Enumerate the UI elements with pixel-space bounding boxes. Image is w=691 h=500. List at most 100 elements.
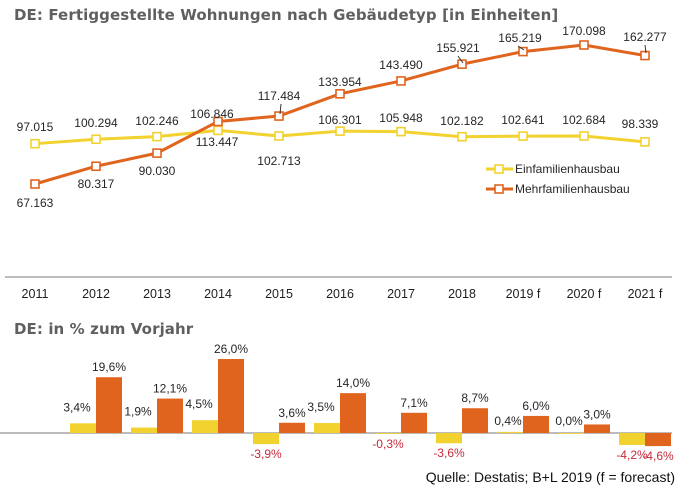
label-leader-line <box>644 44 647 54</box>
x-tick-label: 2019 f <box>506 287 541 301</box>
data-label-mehrfamilien: 117.484 <box>258 89 301 103</box>
data-label-einfamilien: 100.294 <box>74 116 118 130</box>
data-label-einfamilien: 102.684 <box>562 113 606 127</box>
data-label-mehrfamilien: 155.921 <box>436 41 480 55</box>
bar-einfamilien <box>558 433 584 434</box>
data-label-einfamilien: 102.182 <box>440 114 484 128</box>
bar-mehrfamilien <box>340 393 366 433</box>
bar-label-einfamilien: 3,5% <box>307 400 335 414</box>
bar-einfamilien <box>70 423 96 433</box>
legend-swatch-marker <box>494 164 504 174</box>
data-point-marker <box>274 131 284 141</box>
x-tick-label: 2012 <box>82 287 110 301</box>
data-point-marker <box>579 40 589 50</box>
bar-label-mehrfamilien: 3,0% <box>583 407 611 421</box>
data-label-mehrfamilien: 113.447 <box>196 135 239 149</box>
data-point-marker <box>152 148 162 158</box>
data-point-marker <box>30 138 40 149</box>
legend-swatch-marker <box>494 184 504 194</box>
data-point-marker <box>396 126 406 137</box>
x-tick-label: 2011 <box>22 287 49 301</box>
bar-mehrfamilien <box>157 398 183 433</box>
line-chart-title: DE: Fertiggestellte Wohnungen nach Gebäu… <box>14 6 559 24</box>
bar-chart-title: DE: in % zum Vorjahr <box>14 320 194 338</box>
data-label-einfamilien: 102.713 <box>257 154 301 168</box>
data-label-mehrfamilien: 90.030 <box>139 164 176 178</box>
bar-label-einfamilien: 0,4% <box>494 414 522 428</box>
data-label-einfamilien: 106.846 <box>190 107 234 121</box>
data-point-marker <box>396 76 406 86</box>
bar-mehrfamilien <box>96 377 122 433</box>
data-label-einfamilien: 102.246 <box>135 114 179 128</box>
data-label-einfamilien: 97.015 <box>17 120 54 134</box>
bar-einfamilien <box>131 427 157 433</box>
bar-label-mehrfamilien: -4,6% <box>642 449 674 463</box>
bar-label-mehrfamilien: 12,1% <box>153 382 187 396</box>
data-point-marker <box>213 125 223 136</box>
bar-mehrfamilien <box>279 422 305 433</box>
bar-einfamilien <box>375 433 401 434</box>
bar-label-einfamilien: -0,3% <box>372 437 404 451</box>
label-leader-line <box>517 45 525 51</box>
source-note: Quelle: Destatis; B+L 2019 (f = forecast… <box>425 469 675 485</box>
label-leader-line <box>279 103 282 115</box>
bar-einfamilien <box>436 433 462 444</box>
data-label-mehrfamilien: 143.490 <box>379 58 423 72</box>
bar-label-einfamilien: 1,9% <box>124 405 152 419</box>
bar-mehrfamilien <box>645 433 671 447</box>
data-label-einfamilien: 102.641 <box>501 113 545 127</box>
bar-mehrfamilien <box>401 412 427 433</box>
data-point-marker <box>518 46 528 57</box>
data-point-marker <box>335 126 345 136</box>
data-point-marker <box>91 161 101 172</box>
x-tick-label: 2017 <box>387 287 415 301</box>
data-label-einfamilien: 105.948 <box>379 111 423 125</box>
bar-einfamilien <box>497 431 523 433</box>
data-point-marker <box>457 59 467 69</box>
bar-mehrfamilien <box>584 424 610 433</box>
bar-label-einfamilien: 3,4% <box>63 400 91 414</box>
bar-label-mehrfamilien: 14,0% <box>336 376 370 390</box>
data-point-marker <box>640 50 650 61</box>
data-point-marker <box>518 131 528 141</box>
x-tick-label: 2020 f <box>567 287 602 301</box>
bar-einfamilien <box>619 433 645 445</box>
label-leader-line <box>457 55 464 64</box>
data-point-marker <box>640 137 650 147</box>
bar-label-mehrfamilien: 3,6% <box>278 406 306 420</box>
data-point-marker <box>579 131 589 141</box>
data-point-marker <box>152 131 162 142</box>
data-label-einfamilien: 106.301 <box>318 113 362 127</box>
data-label-mehrfamilien: 133.954 <box>318 75 362 89</box>
data-point-marker <box>335 89 345 99</box>
data-label-einfamilien: 98.339 <box>622 117 659 131</box>
legend-label: Mehrfamilienhausbau <box>515 182 630 196</box>
bar-label-einfamilien: -4,2% <box>616 448 648 462</box>
bar-label-mehrfamilien: 26,0% <box>214 342 248 356</box>
data-point-marker <box>274 111 284 121</box>
bar-label-einfamilien: -3,6% <box>433 446 465 460</box>
x-tick-label: 2018 <box>448 287 476 301</box>
bar-einfamilien <box>253 433 279 445</box>
bar-label-einfamilien: 4,5% <box>185 397 213 411</box>
bar-einfamilien <box>314 423 340 433</box>
bar-mehrfamilien <box>218 359 244 433</box>
x-tick-label: 2021 f <box>628 287 663 301</box>
bar-label-einfamilien: 0,0% <box>555 414 583 428</box>
data-label-mehrfamilien: 67.163 <box>17 196 54 210</box>
data-label-mehrfamilien: 80.317 <box>78 177 115 191</box>
bar-label-einfamilien: -3,9% <box>250 447 282 461</box>
bar-einfamilien <box>192 420 218 433</box>
data-point-marker <box>213 116 223 127</box>
data-point-marker <box>457 131 467 142</box>
x-tick-label: 2015 <box>265 287 293 301</box>
bar-mehrfamilien <box>523 415 549 433</box>
legend-label: Einfamilienhausbau <box>515 162 620 176</box>
data-label-mehrfamilien: 165.219 <box>498 31 542 45</box>
data-point-marker <box>91 134 101 145</box>
bar-label-mehrfamilien: 6,0% <box>522 399 550 413</box>
bar-mehrfamilien <box>462 408 488 433</box>
x-tick-label: 2014 <box>204 287 232 301</box>
data-point-marker <box>30 179 40 189</box>
